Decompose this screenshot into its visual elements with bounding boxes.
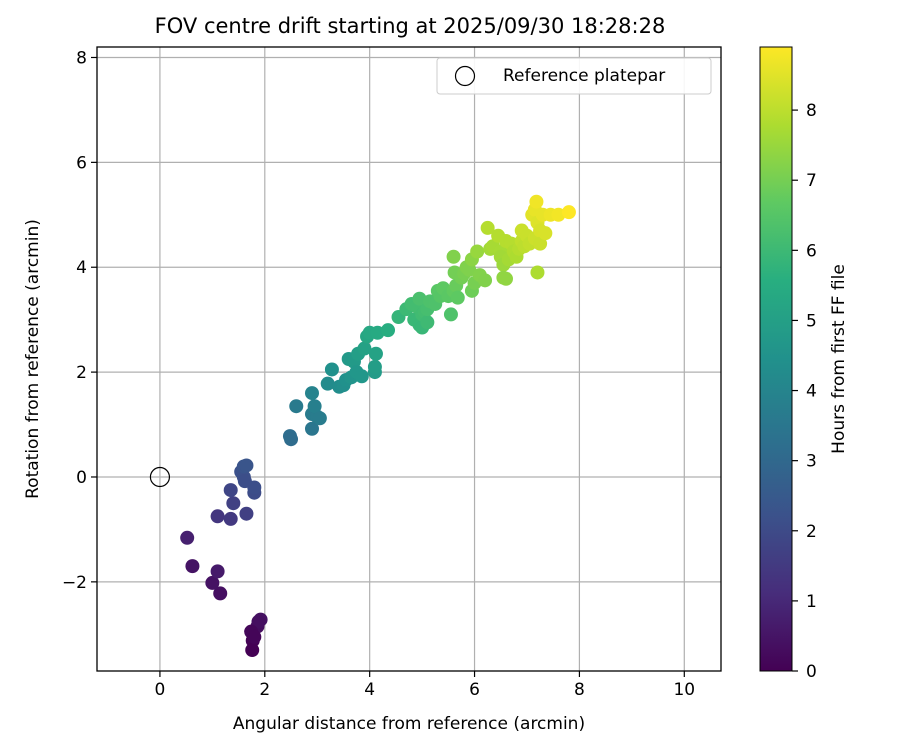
colorbar-tick-label: 1 — [806, 592, 817, 612]
colorbar-tick-label: 3 — [806, 452, 817, 472]
data-point — [370, 325, 385, 340]
y-tick-label: 6 — [76, 153, 87, 173]
data-point — [239, 458, 254, 473]
colorbar-tick-label: 2 — [806, 522, 817, 542]
colorbar-tick-label: 7 — [806, 171, 817, 191]
y-tick-label: 8 — [76, 48, 87, 68]
x-axis-ticks: 0 2 4 6 8 10 — [155, 671, 695, 700]
colorbar — [759, 46, 793, 672]
chart-title: FOV centre drift starting at 2025/09/30 … — [155, 14, 666, 38]
data-point — [530, 265, 545, 280]
data-point — [478, 273, 493, 288]
data-point — [462, 262, 477, 277]
data-point — [412, 291, 427, 306]
x-tick-label: 10 — [673, 680, 695, 700]
data-point — [446, 249, 461, 264]
x-tick-label: 6 — [469, 680, 480, 700]
data-point — [223, 511, 238, 526]
data-point — [245, 643, 260, 658]
legend-marker — [454, 65, 476, 87]
data-point — [284, 432, 299, 447]
y-tick-label: 4 — [76, 258, 87, 278]
colorbar-ticks: 0 1 2 3 4 5 6 7 8 — [792, 101, 817, 682]
colorbar-tick-label: 0 — [806, 662, 817, 682]
grid-lines — [97, 47, 721, 671]
legend-box — [436, 57, 712, 95]
colorbar-tick-label: 5 — [806, 311, 817, 331]
data-point — [443, 307, 458, 322]
scatter-points — [149, 194, 576, 658]
data-point — [180, 530, 195, 545]
y-tick-label: −2 — [62, 573, 87, 593]
data-point — [247, 629, 262, 644]
data-point — [357, 341, 372, 356]
data-point — [551, 207, 566, 222]
data-point — [226, 496, 241, 511]
x-tick-label: 8 — [574, 680, 585, 700]
data-point — [210, 509, 225, 524]
colorbar-tick-label: 8 — [806, 101, 817, 121]
data-point — [312, 411, 327, 426]
data-point — [561, 205, 576, 220]
data-point — [213, 586, 228, 601]
data-point — [185, 559, 200, 574]
plot-frame — [96, 46, 722, 672]
x-axis-label: Angular distance from reference (arcmin) — [233, 714, 585, 734]
data-point — [324, 362, 339, 377]
data-point — [499, 271, 514, 286]
data-point — [533, 236, 548, 251]
data-point — [223, 483, 238, 498]
colorbar-tick-label: 6 — [806, 241, 817, 261]
data-point — [450, 290, 465, 305]
colorbar-tick-label: 4 — [806, 382, 817, 402]
legend: Reference platepar — [436, 57, 712, 95]
data-point — [239, 506, 254, 521]
data-point — [289, 399, 304, 414]
data-point — [304, 421, 319, 436]
data-point — [237, 474, 252, 489]
data-point — [307, 399, 322, 414]
reference-marker — [149, 466, 171, 488]
data-point — [538, 226, 553, 241]
colorbar-label: Hours from first FF file — [829, 264, 849, 454]
data-point — [381, 323, 396, 338]
data-point — [210, 564, 225, 579]
data-point — [320, 376, 335, 391]
data-point — [205, 575, 220, 590]
data-point — [529, 194, 544, 209]
data-point — [480, 220, 495, 235]
y-tick-label: 0 — [76, 468, 87, 488]
data-point — [420, 315, 435, 330]
data-point — [354, 369, 369, 384]
data-point — [304, 386, 319, 401]
x-tick-label: 4 — [364, 680, 375, 700]
y-axis-ticks: −2 0 2 4 6 8 — [62, 48, 97, 593]
y-axis-label: Rotation from reference (arcmin) — [23, 219, 43, 499]
data-point — [368, 346, 383, 361]
data-point — [470, 244, 485, 259]
x-tick-label: 2 — [259, 680, 270, 700]
x-tick-label: 0 — [155, 680, 166, 700]
y-tick-label: 2 — [76, 363, 87, 383]
data-point — [251, 614, 266, 629]
legend-label: Reference platepar — [503, 66, 665, 86]
data-point — [367, 359, 382, 374]
